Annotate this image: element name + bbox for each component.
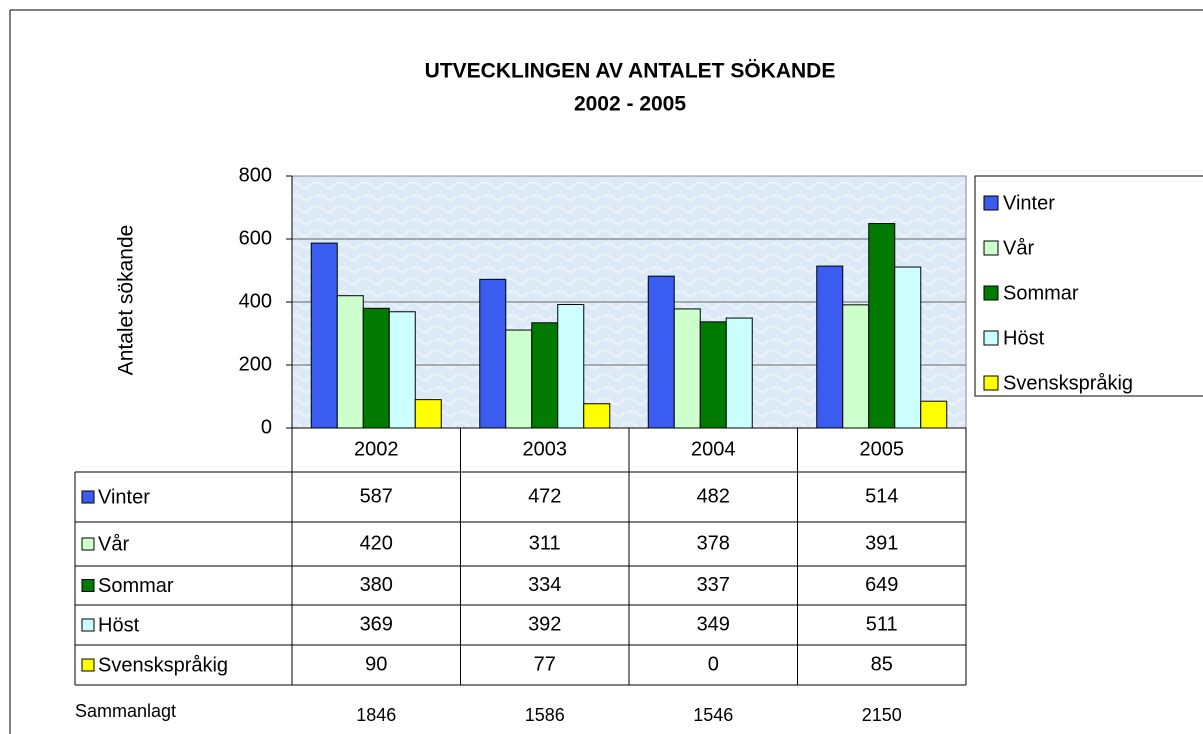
table-cell: 649: [865, 574, 898, 596]
table-key: [81, 490, 95, 504]
x-tick-label: 2002: [354, 438, 399, 460]
table-row-label: Sommar: [98, 575, 174, 597]
legend-label: Svenskspråkig: [1003, 372, 1133, 394]
table-row-label: Vår: [98, 533, 129, 555]
bar: [583, 403, 611, 429]
y-tick-label: 0: [261, 416, 272, 438]
y-tick-label: 800: [239, 164, 272, 186]
table-key: [81, 618, 95, 632]
legend-key: [983, 285, 999, 301]
bar: [557, 304, 585, 429]
table-cell: 514: [865, 485, 898, 507]
table-cell: 85: [871, 653, 893, 675]
bar: [505, 329, 533, 429]
bar: [699, 321, 727, 429]
bar: [414, 399, 442, 429]
x-tick-label: 2004: [691, 438, 736, 460]
table-cell: 77: [534, 653, 556, 675]
table-cell: 369: [360, 613, 393, 635]
table-key: [81, 579, 95, 592]
table-row-label: Vinter: [98, 486, 150, 508]
legend-key: [983, 195, 999, 211]
bar: [388, 311, 416, 429]
table-cell: 380: [360, 574, 393, 596]
y-axis-label: Antalet sökande: [115, 225, 138, 376]
legend-key: [983, 330, 999, 346]
bar: [647, 275, 675, 429]
total: 2150: [862, 705, 902, 725]
bar: [479, 278, 507, 429]
legend-key: [983, 240, 999, 256]
table-cell: 391: [865, 532, 898, 554]
table-row-label: Svenskspråkig: [98, 654, 228, 676]
total: 1846: [356, 705, 396, 725]
table-cell: 587: [360, 485, 393, 507]
table-cell: 420: [360, 532, 393, 554]
chart-title: UTVECKLINGEN AV ANTALET SÖKANDE: [425, 60, 836, 83]
bar: [673, 308, 701, 429]
legend-label: Vinter: [1003, 192, 1055, 214]
table-cell: 472: [528, 485, 561, 507]
bar: [894, 266, 922, 429]
y-tick-label: 200: [239, 353, 272, 375]
bar: [362, 307, 390, 429]
table-cell: 378: [697, 532, 730, 554]
y-tick-label: 600: [239, 227, 272, 249]
legend-label: Höst: [1003, 327, 1045, 349]
table-cell: 392: [528, 613, 561, 635]
table-cell: 482: [697, 485, 730, 507]
table-cell: 337: [697, 574, 730, 596]
table-cell: 0: [708, 653, 719, 675]
totals-label: Sammanlagt: [75, 701, 176, 721]
bar: [336, 295, 364, 429]
total: 1586: [525, 705, 565, 725]
bar: [842, 304, 870, 429]
x-tick-label: 2003: [523, 438, 568, 460]
table-cell: 334: [528, 574, 561, 596]
table-row-label: Höst: [98, 614, 140, 636]
table-cell: 349: [697, 613, 730, 635]
y-tick-label: 400: [239, 290, 272, 312]
legend-key: [983, 375, 999, 391]
bar: [310, 242, 338, 429]
x-tick-label: 2005: [860, 438, 905, 460]
bar: [868, 223, 896, 429]
chart-subtitle: 2002 - 2005: [574, 93, 686, 116]
bar: [531, 322, 559, 429]
table-cell: 311: [529, 532, 561, 554]
legend: [974, 175, 1203, 397]
bar: [725, 317, 753, 429]
bar: [816, 265, 844, 429]
table-key: [81, 658, 95, 672]
legend-label: Sommar: [1003, 282, 1079, 304]
table-cell: 511: [866, 613, 898, 635]
bar: [920, 400, 948, 429]
legend-label: Vår: [1003, 237, 1034, 259]
total: 1546: [693, 705, 733, 725]
table-key: [81, 537, 95, 551]
table-cell: 90: [365, 653, 387, 675]
